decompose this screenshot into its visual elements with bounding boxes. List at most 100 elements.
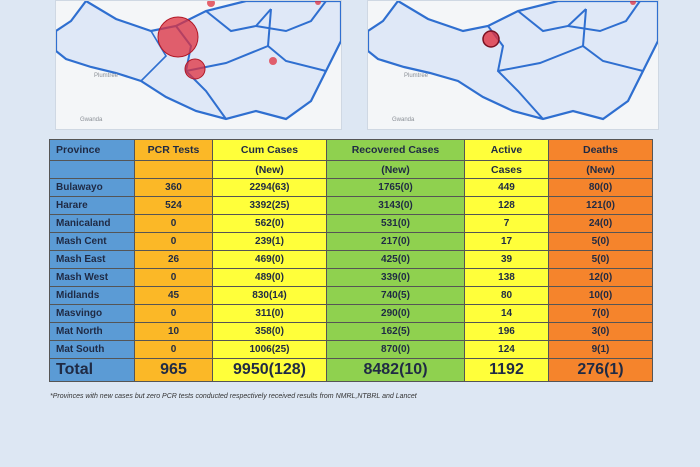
header-active: Active [464, 139, 549, 161]
cell-pcr-tests: 360 [134, 178, 213, 197]
table-total-row: Total 965 9950(128) 8482(10) 1192 276(1) [49, 358, 653, 382]
cell-deaths: 5(0) [548, 250, 653, 269]
cell-deaths: 9(1) [548, 340, 653, 359]
cell-recovered: 740(5) [326, 286, 465, 305]
table-row: Mash West 0 489(0) 339(0) 138 12(0) [49, 268, 653, 287]
cell-active: 7 [464, 214, 549, 233]
cell-cum-cases: 562(0) [212, 214, 327, 233]
map-place-label: Plumtree [94, 73, 119, 79]
cell-cum-cases: 3392(25) [212, 196, 327, 215]
cell-deaths: 3(0) [548, 322, 653, 341]
cell-pcr-tests: 0 [134, 214, 213, 233]
cell-pcr-tests: 0 [134, 268, 213, 287]
cell-province: Manicaland [49, 214, 135, 233]
table-row: Mat South 0 1006(25) 870(0) 124 9(1) [49, 340, 653, 359]
cell-province: Mash East [49, 250, 135, 269]
map-place-label: Gwanda [392, 117, 415, 123]
cell-province: Mat North [49, 322, 135, 341]
case-bubble-small [315, 1, 321, 5]
table-row: Harare 524 3392(25) 3143(0) 128 121(0) [49, 196, 653, 215]
cell-cum-cases: 489(0) [212, 268, 327, 287]
map-place-label: Plumtree [404, 73, 429, 79]
cell-pcr-tests: 0 [134, 340, 213, 359]
header-recovered-cases: Recovered Cases [326, 139, 465, 161]
cell-cum-cases: 1006(25) [212, 340, 327, 359]
cell-cum-cases: 239(1) [212, 232, 327, 251]
table-row: Mash East 26 469(0) 425(0) 39 5(0) [49, 250, 653, 269]
table-footnote: *Provinces with new cases but zero PCR t… [50, 393, 417, 400]
active-bubble-large [482, 30, 500, 48]
cell-active: 196 [464, 322, 549, 341]
cell-cum-cases: 311(0) [212, 304, 327, 323]
total-deaths: 276(1) [548, 358, 653, 382]
total-label: Total [49, 358, 135, 382]
map-place-label: Gwanda [80, 117, 103, 123]
total-active: 1192 [464, 358, 549, 382]
cell-province: Mash Cent [49, 232, 135, 251]
provincial-covid-table: Province PCR Tests Cum Cases Recovered C… [49, 139, 653, 382]
cell-active: 138 [464, 268, 549, 287]
header-province-sub [49, 160, 135, 179]
cell-deaths: 5(0) [548, 232, 653, 251]
case-bubble-small [269, 57, 277, 65]
table-row: Mat North 10 358(0) 162(5) 196 3(0) [49, 322, 653, 341]
cell-active: 449 [464, 178, 549, 197]
active-cases-map: Plumtree Gwanda [367, 0, 659, 130]
cell-province: Harare [49, 196, 135, 215]
cell-recovered: 1765(0) [326, 178, 465, 197]
cell-recovered: 425(0) [326, 250, 465, 269]
header-deaths: Deaths [548, 139, 653, 161]
header-pcr-sub [134, 160, 213, 179]
header-deaths-sub: (New) [548, 160, 653, 179]
cell-province: Mat South [49, 340, 135, 359]
cell-recovered: 162(5) [326, 322, 465, 341]
table-row: Bulawayo 360 2294(63) 1765(0) 449 80(0) [49, 178, 653, 197]
cell-recovered: 870(0) [326, 340, 465, 359]
cell-deaths: 121(0) [548, 196, 653, 215]
header-active-sub: Cases [464, 160, 549, 179]
cell-province: Mash West [49, 268, 135, 287]
map-right-graphic [368, 1, 658, 121]
total-recovered: 8482(10) [326, 358, 465, 382]
cell-province: Bulawayo [49, 178, 135, 197]
cell-pcr-tests: 10 [134, 322, 213, 341]
header-cum-sub: (New) [212, 160, 327, 179]
cell-active: 39 [464, 250, 549, 269]
cell-deaths: 10(0) [548, 286, 653, 305]
table-row: Midlands 45 830(14) 740(5) 80 10(0) [49, 286, 653, 305]
case-bubble-large [157, 16, 199, 58]
cell-recovered: 531(0) [326, 214, 465, 233]
cell-pcr-tests: 0 [134, 232, 213, 251]
active-bubble-small [630, 1, 636, 5]
header-pcr-tests: PCR Tests [134, 139, 213, 161]
table-row: Masvingo 0 311(0) 290(0) 14 7(0) [49, 304, 653, 323]
cell-active: 80 [464, 286, 549, 305]
cell-active: 124 [464, 340, 549, 359]
header-cum-cases: Cum Cases [212, 139, 327, 161]
map-left-graphic [56, 1, 341, 121]
cell-recovered: 290(0) [326, 304, 465, 323]
table-row: Mash Cent 0 239(1) 217(0) 17 5(0) [49, 232, 653, 251]
total-pcr: 965 [134, 358, 213, 382]
cell-pcr-tests: 26 [134, 250, 213, 269]
cell-deaths: 7(0) [548, 304, 653, 323]
cell-recovered: 339(0) [326, 268, 465, 287]
cell-deaths: 24(0) [548, 214, 653, 233]
cell-recovered: 217(0) [326, 232, 465, 251]
cell-active: 17 [464, 232, 549, 251]
cell-deaths: 12(0) [548, 268, 653, 287]
cell-active: 14 [464, 304, 549, 323]
cumulative-cases-map: Plumtree Gwanda [55, 0, 342, 130]
cell-cum-cases: 2294(63) [212, 178, 327, 197]
cell-recovered: 3143(0) [326, 196, 465, 215]
cell-province: Midlands [49, 286, 135, 305]
table-row: Manicaland 0 562(0) 531(0) 7 24(0) [49, 214, 653, 233]
cell-cum-cases: 469(0) [212, 250, 327, 269]
cell-pcr-tests: 45 [134, 286, 213, 305]
case-bubble-small [207, 1, 215, 7]
cell-active: 128 [464, 196, 549, 215]
total-cum: 9950(128) [212, 358, 327, 382]
cell-cum-cases: 830(14) [212, 286, 327, 305]
cell-cum-cases: 358(0) [212, 322, 327, 341]
cell-province: Masvingo [49, 304, 135, 323]
